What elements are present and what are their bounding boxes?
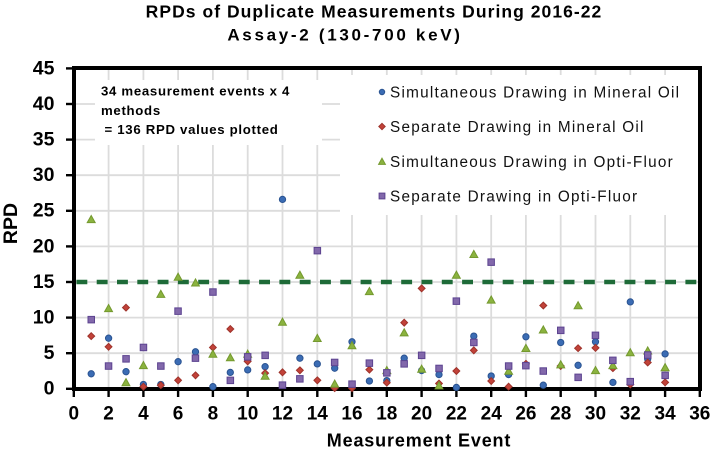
svg-text:40: 40: [33, 93, 55, 115]
svg-text:12: 12: [272, 403, 293, 424]
svg-text:22: 22: [446, 403, 467, 424]
svg-text:10: 10: [33, 307, 55, 329]
svg-text:Measurement Event: Measurement Event: [327, 431, 512, 450]
svg-text:25: 25: [33, 200, 55, 222]
svg-text:0: 0: [69, 403, 80, 424]
svg-text:30: 30: [585, 403, 606, 424]
svg-text:Separate Drawing in Opti-Fluor: Separate Drawing in Opti-Fluor: [390, 189, 638, 206]
svg-text:Assay-2 (130-700 keV): Assay-2 (130-700 keV): [227, 26, 462, 45]
svg-text:36: 36: [689, 403, 710, 424]
svg-text:RPD: RPD: [0, 203, 22, 244]
svg-text:28: 28: [550, 403, 571, 424]
svg-text:24: 24: [481, 403, 503, 424]
svg-text:Simultaneous Drawing in Minera: Simultaneous Drawing in Mineral Oil: [390, 85, 680, 102]
svg-text:32: 32: [620, 403, 641, 424]
svg-text:methods: methods: [101, 103, 161, 118]
svg-text:Simultaneous Drawing in Opti-F: Simultaneous Drawing in Opti-Fluor: [390, 154, 674, 171]
svg-text:16: 16: [341, 403, 362, 424]
svg-text:6: 6: [173, 403, 184, 424]
svg-text:15: 15: [33, 271, 55, 293]
svg-text:4: 4: [138, 403, 149, 424]
svg-text:14: 14: [307, 403, 329, 424]
svg-text:RPDs of Duplicate Measurements: RPDs of Duplicate Measurements During 20…: [146, 2, 603, 22]
svg-text:= 136 RPD values plotted: = 136 RPD values plotted: [105, 122, 279, 137]
svg-text:2: 2: [103, 403, 114, 424]
svg-text:35: 35: [33, 129, 55, 151]
svg-text:30: 30: [33, 164, 55, 186]
svg-text:26: 26: [515, 403, 536, 424]
svg-text:20: 20: [33, 235, 55, 257]
svg-text:34 measurement events x 4: 34 measurement events x 4: [101, 84, 290, 99]
svg-text:0: 0: [44, 378, 55, 400]
svg-text:34: 34: [655, 403, 677, 424]
svg-text:8: 8: [208, 403, 219, 424]
svg-text:20: 20: [411, 403, 432, 424]
svg-text:5: 5: [44, 342, 55, 364]
svg-text:Separate Drawing in Mineral Oi: Separate Drawing in Mineral Oil: [390, 119, 645, 136]
svg-text:18: 18: [376, 403, 397, 424]
svg-text:10: 10: [237, 403, 258, 424]
svg-text:45: 45: [33, 57, 55, 79]
